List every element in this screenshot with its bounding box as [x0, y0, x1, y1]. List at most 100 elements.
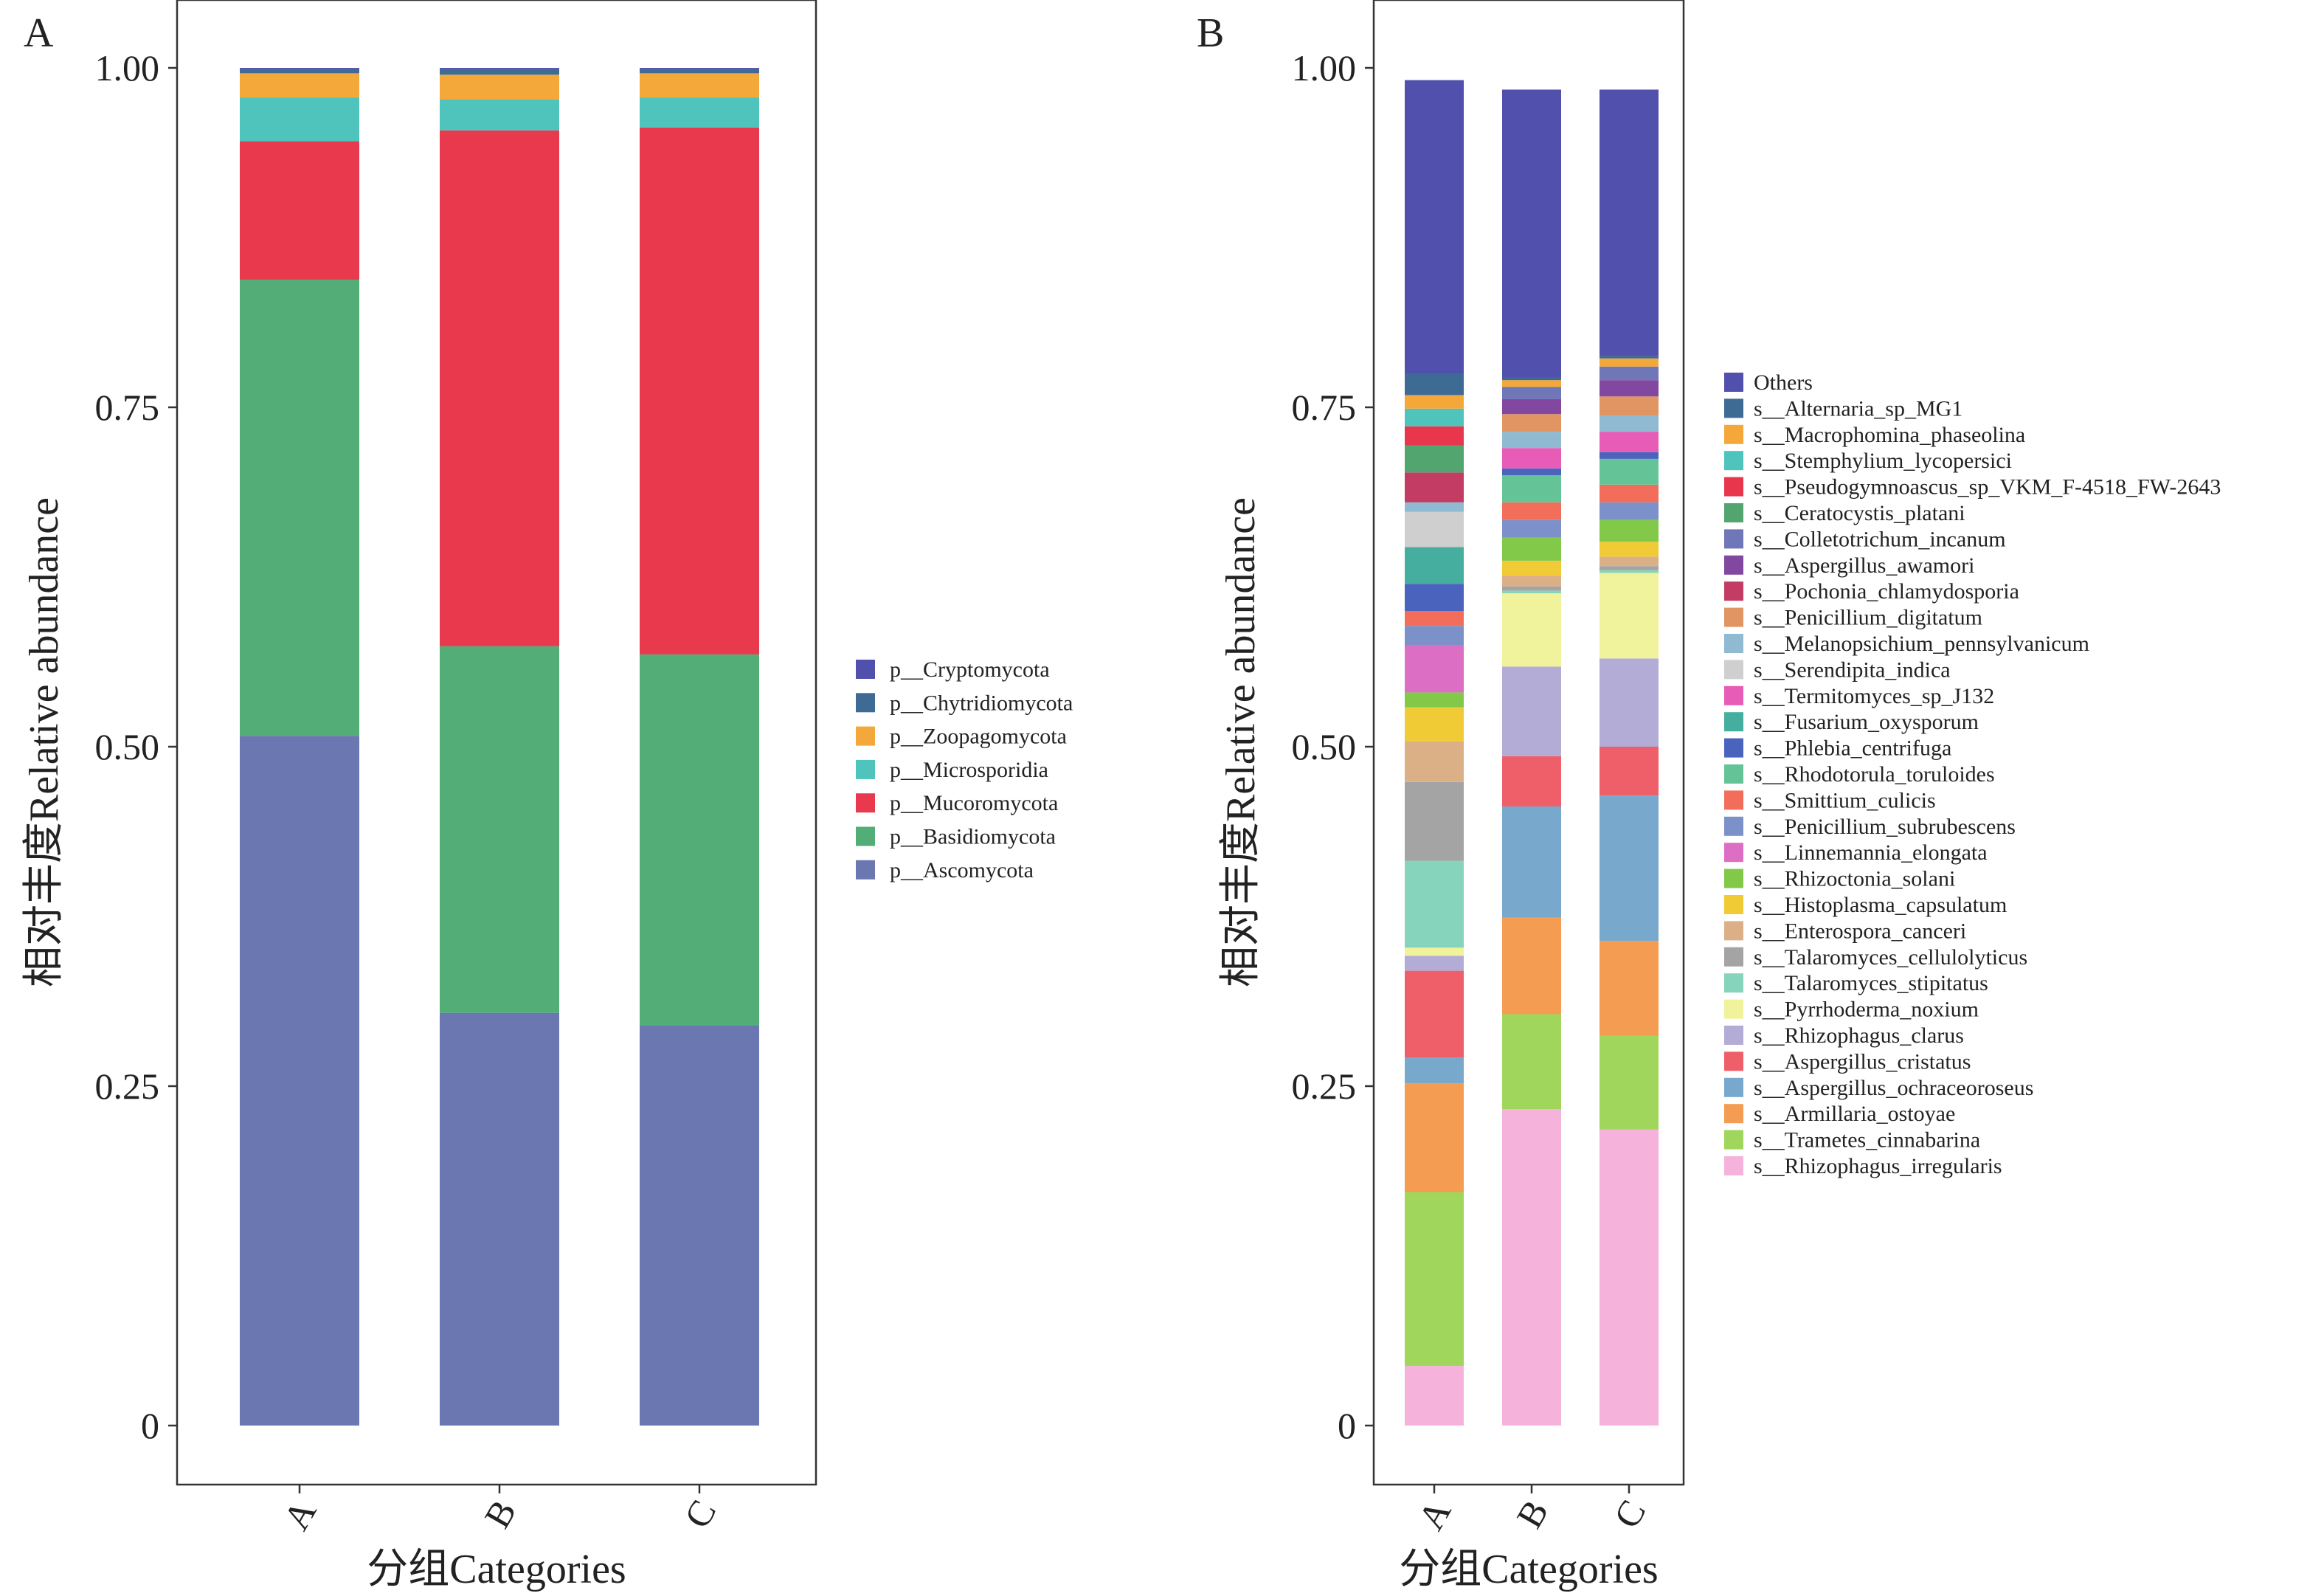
bar-segment-a-p-mucoromycota — [240, 141, 359, 280]
panel-a: A 相对丰度Relative abundance 分组Categories 00… — [21, 0, 1073, 1592]
legend-label-s-talaromyces-stipitatus: s__Talaromyces_stipitatus — [1754, 971, 1988, 995]
bar-segment-b-s-aspergillus-ochraceoroseus — [1502, 806, 1561, 918]
bar-segment-c-s-armillaria-ostoyae — [1600, 941, 1659, 1036]
bar-segment-a-p-ascomycota — [240, 736, 359, 1426]
panel-a-letter: A — [24, 10, 54, 56]
bar-segment-a-s-penicillium-subrubescens — [1405, 626, 1464, 645]
legend-label-p-mucoromycota: p__Mucoromycota — [890, 791, 1058, 815]
panel-b-bars — [1405, 80, 1659, 1426]
legend-label-s-aspergillus-awamori: s__Aspergillus_awamori — [1754, 553, 1974, 578]
bar-segment-a-s-stemphylium-lycopersici — [1405, 408, 1464, 426]
bar-segment-b-s-penicillium-subrubescens — [1502, 519, 1561, 538]
x-tick-label-b: B — [1508, 1493, 1556, 1535]
legend-swatch-s-pyrrhoderma-noxium — [1724, 999, 1743, 1019]
bar-segment-b-s-talaromyces-cellulolyticus — [1502, 586, 1561, 591]
bar-segment-a-s-enterospora-canceri — [1405, 741, 1464, 782]
y-tick-label: 0.75 — [1292, 387, 1357, 428]
bar-segment-a-s-ceratocystis-platani — [1405, 445, 1464, 473]
legend-label-s-colletotrichum-incanum: s__Colletotrichum_incanum — [1754, 527, 2006, 551]
bar-segment-b-p-chytridiomycota — [440, 69, 559, 75]
bar-segment-a-others — [1405, 80, 1464, 373]
legend-swatch-s-talaromyces-cellulolyticus — [1724, 947, 1743, 967]
legend-swatch-s-armillaria-ostoyae — [1724, 1104, 1743, 1124]
bar-segment-c-p-zoopagomycota — [640, 73, 759, 98]
panel-b-y-axis: 0 0.25 0.50 0.75 1.00 — [1292, 47, 1374, 1446]
bar-segment-c-s-aspergillus-awamori — [1600, 380, 1659, 397]
bar-segment-b-s-termitomyces-sp-j132 — [1502, 448, 1561, 469]
bar-segment-c-s-alternaria-sp-mg1 — [1600, 356, 1659, 359]
legend-swatch-s-rhizophagus-irregularis — [1724, 1156, 1743, 1175]
bar-segment-a-p-chytridiomycota — [240, 69, 359, 74]
bar-segment-a-s-pyrrhoderma-noxium — [1405, 947, 1464, 956]
y-tick-label: 0 — [141, 1405, 159, 1446]
legend-label-p-cryptomycota: p__Cryptomycota — [890, 657, 1050, 682]
bar-segment-a-s-phlebia-centrifuga — [1405, 584, 1464, 611]
legend-swatch-p-microsporidia — [856, 759, 875, 779]
legend-label-s-talaromyces-cellulolyticus: s__Talaromyces_cellulolyticus — [1754, 945, 2027, 970]
legend-swatch-s-rhodotorula-toruloides — [1724, 764, 1743, 784]
legend-swatch-others — [1724, 373, 1743, 392]
bar-segment-c-s-talaromyces-stipitatus — [1600, 570, 1659, 573]
bar-segment-b-s-smittium-culicis — [1502, 502, 1561, 520]
bar-segment-b-s-macrophomina-phaseolina — [1502, 380, 1561, 387]
bar-segment-a-s-macrophomina-phaseolina — [1405, 395, 1464, 409]
bar-segment-c-s-rhodotorula-toruloides — [1600, 458, 1659, 485]
bar-segment-c-others — [1600, 89, 1659, 356]
panel-b: B 相对丰度Relative abundance 分组Categories 00… — [1197, 0, 2221, 1592]
bar-segment-c-s-penicillium-subrubescens — [1600, 502, 1659, 520]
bar-segment-b-s-penicillium-digitatum — [1502, 414, 1561, 432]
bar-segment-b-s-trametes-cinnabarina — [1502, 1014, 1561, 1110]
y-tick-label: 1.00 — [95, 47, 160, 89]
bar-segment-c-p-cryptomycota — [640, 68, 759, 69]
legend-label-s-stemphylium-lycopersici: s__Stemphylium_lycopersici — [1754, 449, 2012, 473]
legend-swatch-s-penicillium-subrubescens — [1724, 816, 1743, 836]
legend-label-s-rhizophagus-irregularis: s__Rhizophagus_irregularis — [1754, 1154, 2002, 1178]
legend-swatch-s-aspergillus-cristatus — [1724, 1051, 1743, 1071]
x-tick-label-b: B — [476, 1493, 524, 1535]
legend-swatch-p-zoopagomycota — [856, 726, 875, 746]
bar-segment-a-s-melanopsichium-pennsylvanicum — [1405, 502, 1464, 512]
legend-swatch-s-rhizoctonia-solani — [1724, 868, 1743, 888]
bar-segment-b-s-melanopsichium-pennsylvanicum — [1502, 432, 1561, 449]
bar-segment-b-s-aspergillus-cristatus — [1502, 756, 1561, 806]
bar-segment-c-s-rhizoctonia-solani — [1600, 519, 1659, 542]
bar-segment-c-s-penicillium-digitatum — [1600, 396, 1659, 416]
panel-a-bars — [240, 68, 759, 1426]
x-tick-label-c: C — [676, 1493, 724, 1535]
legend-label-p-zoopagomycota: p__Zoopagomycota — [890, 725, 1067, 749]
bar-segment-c-p-ascomycota — [640, 1025, 759, 1426]
legend-label-p-ascomycota: p__Ascomycota — [890, 858, 1034, 882]
bar-segment-a-s-aspergillus-cristatus — [1405, 970, 1464, 1058]
bar-segment-c-p-mucoromycota — [640, 127, 759, 654]
legend-label-s-rhizoctonia-solani: s__Rhizoctonia_solani — [1754, 867, 1955, 891]
legend-swatch-p-ascomycota — [856, 860, 875, 880]
legend-swatch-p-basidiomycota — [856, 826, 875, 846]
bar-segment-b-s-talaromyces-stipitatus — [1502, 590, 1561, 594]
bar-segment-c-s-melanopsichium-pennsylvanicum — [1600, 415, 1659, 432]
bar-segment-b-p-basidiomycota — [440, 646, 559, 1013]
legend-label-s-rhizophagus-clarus: s__Rhizophagus_clarus — [1754, 1023, 1964, 1048]
y-tick-label: 0.50 — [1292, 726, 1357, 767]
legend-label-s-aspergillus-cristatus: s__Aspergillus_cristatus — [1754, 1049, 1971, 1074]
legend-swatch-s-smittium-culicis — [1724, 790, 1743, 810]
bar-segment-b-s-histoplasma-capsulatum — [1502, 560, 1561, 576]
bar-segment-b-p-microsporidia — [440, 99, 559, 131]
legend-swatch-s-termitomyces-sp-j132 — [1724, 685, 1743, 705]
bar-segment-b-p-cryptomycota — [440, 68, 559, 69]
bar-segment-b-s-rhizoctonia-solani — [1502, 537, 1561, 561]
x-tick-label-c: C — [1605, 1493, 1653, 1535]
legend-label-s-penicillium-digitatum: s__Penicillium_digitatum — [1754, 606, 1982, 630]
legend-label-s-penicillium-subrubescens: s__Penicillium_subrubescens — [1754, 815, 2016, 839]
bar-segment-a-s-pseudogymnoascus-sp-vkm-f-4518-fw-2643 — [1405, 426, 1464, 446]
bar-segment-c-s-enterospora-canceri — [1600, 556, 1659, 567]
legend-swatch-p-cryptomycota — [856, 660, 875, 679]
legend-label-s-trametes-cinnabarina: s__Trametes_cinnabarina — [1754, 1128, 1980, 1153]
bar-segment-a-s-rhizophagus-clarus — [1405, 956, 1464, 971]
legend-swatch-s-serendipita-indica — [1724, 660, 1743, 680]
bar-segment-b-p-mucoromycota — [440, 130, 559, 646]
bar-segment-c-s-aspergillus-cristatus — [1600, 747, 1659, 796]
bar-segment-a-s-armillaria-ostoyae — [1405, 1083, 1464, 1192]
legend-swatch-s-fusarium-oxysporum — [1724, 712, 1743, 732]
panel-a-x-axis: A B C — [275, 1485, 724, 1537]
